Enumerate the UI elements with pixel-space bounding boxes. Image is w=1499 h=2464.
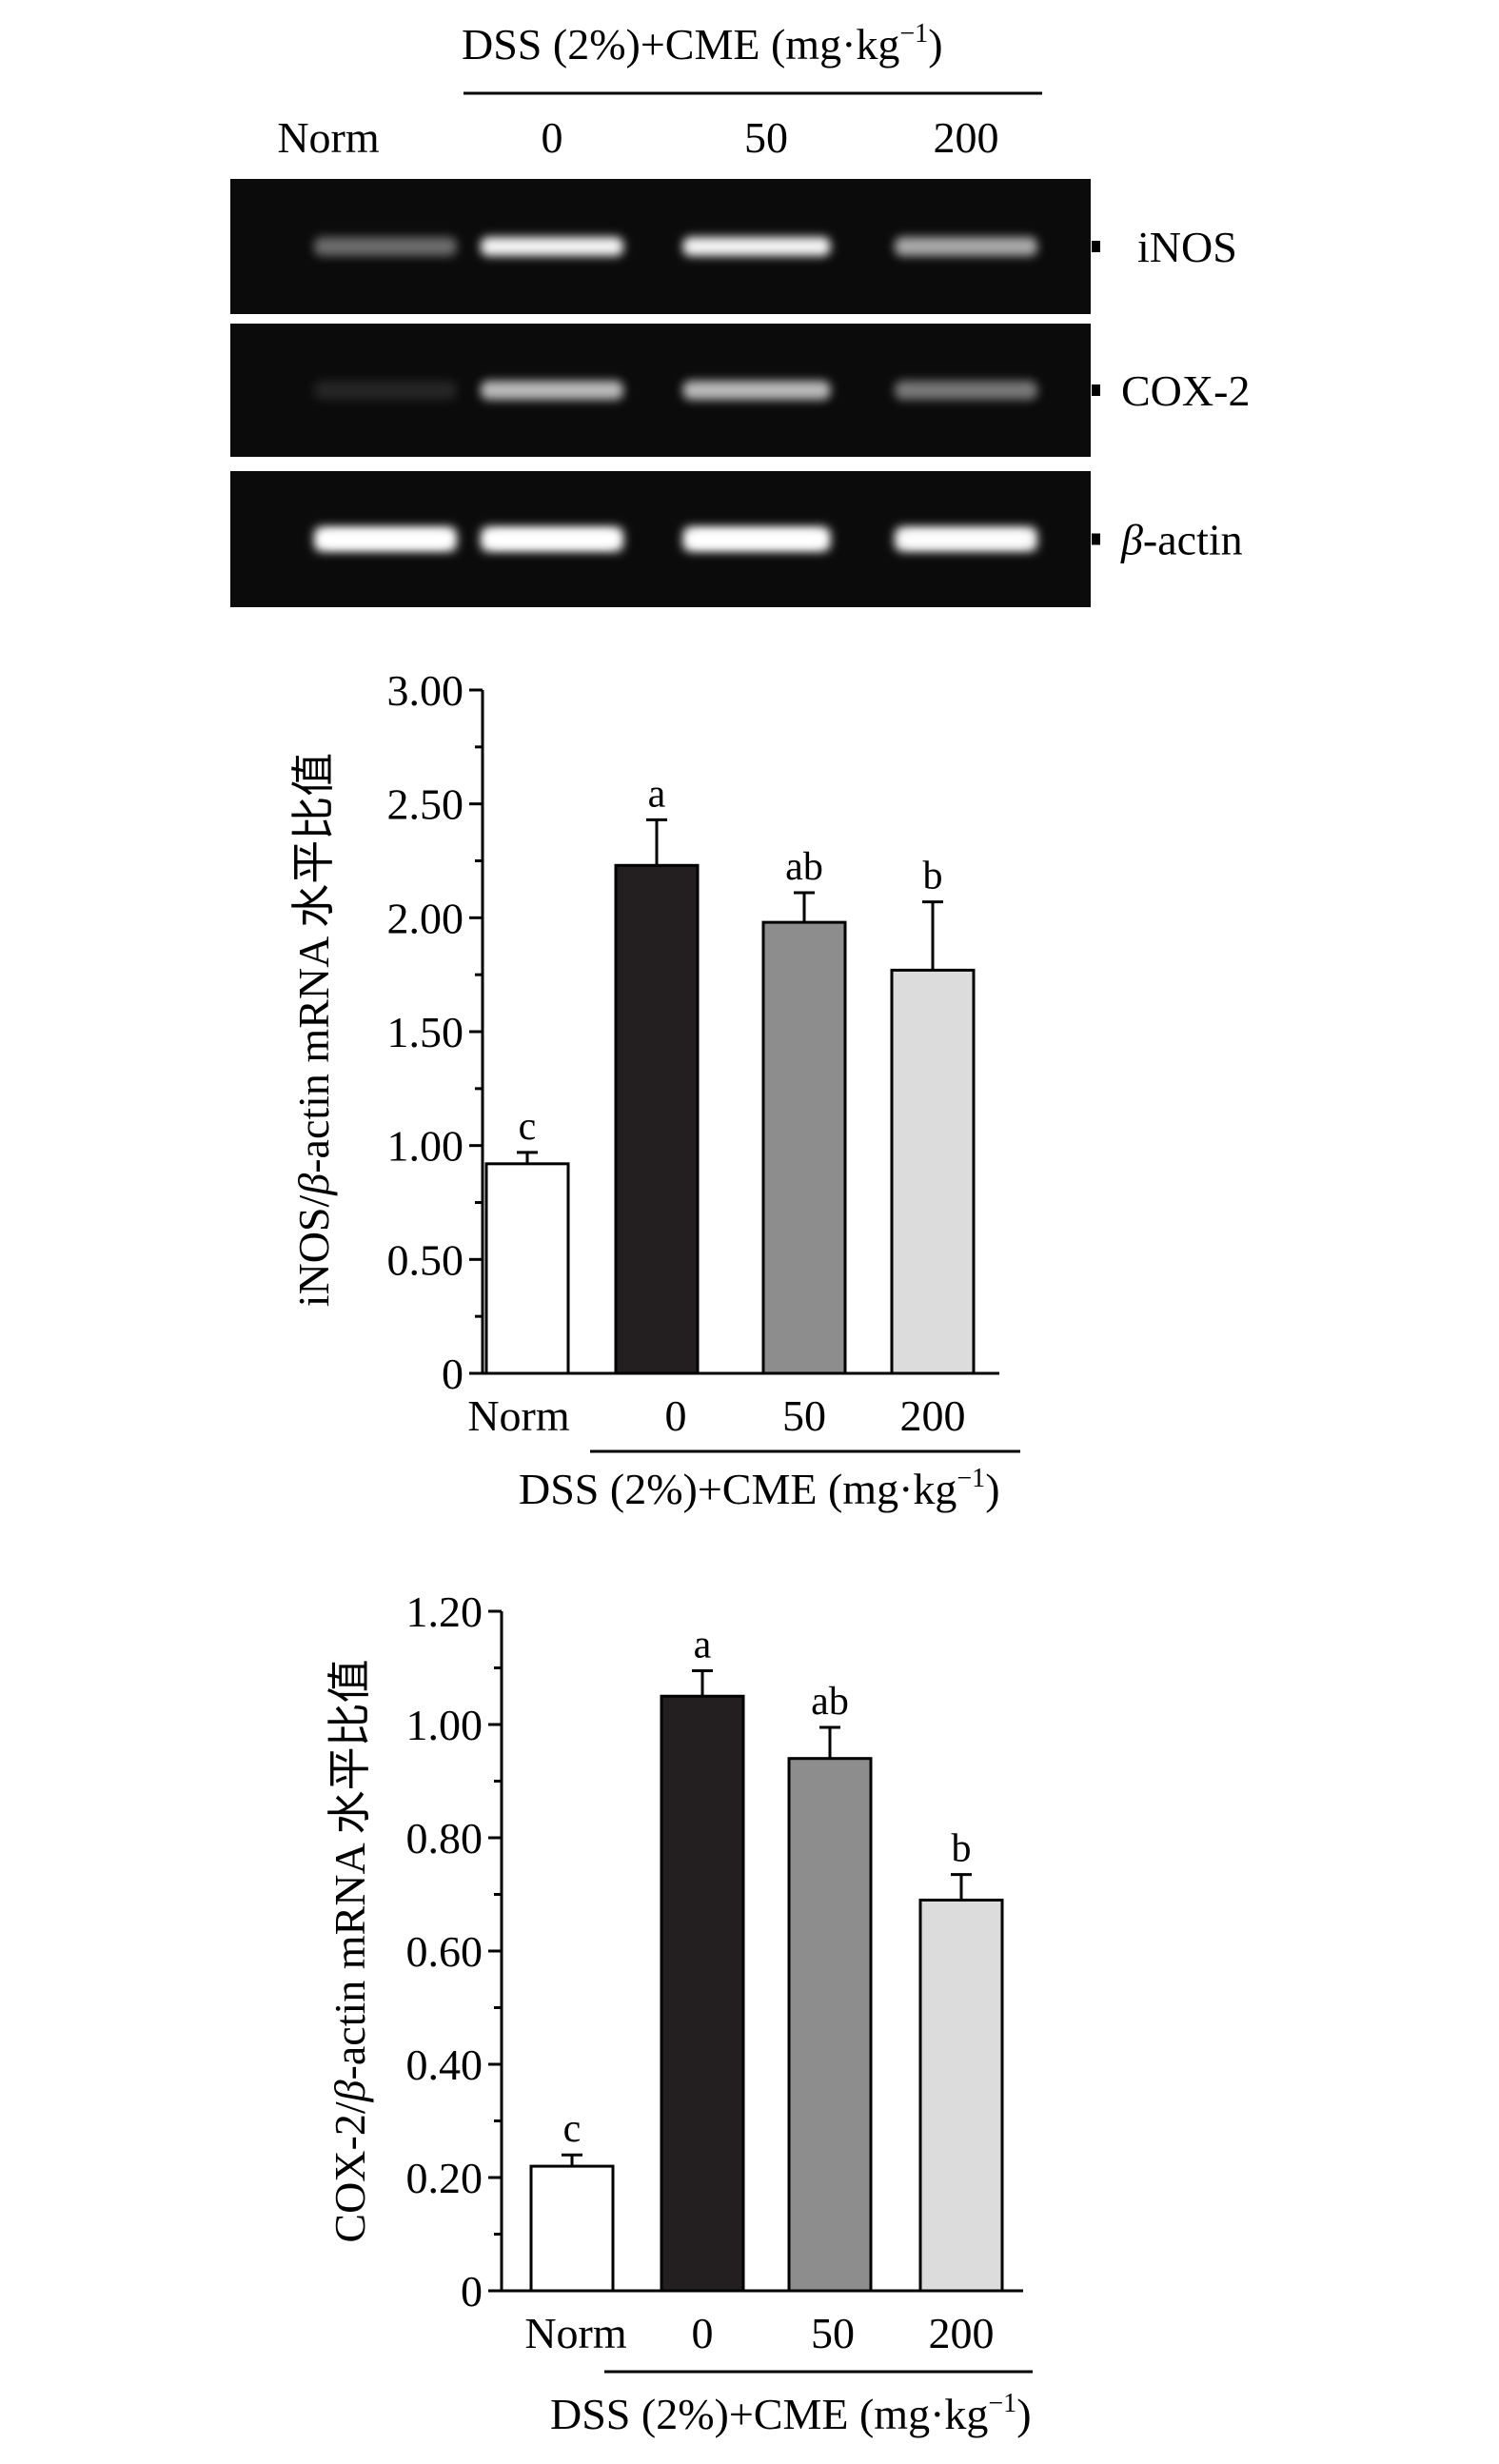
y-tick-label: 3.00 [387, 666, 464, 715]
gel-band [481, 237, 623, 256]
y-tick-label: 2.50 [387, 780, 464, 829]
gel-panel: DSS (2%)+CME (mg·kg−1) Norm 0 50 200 iNOS CO… [230, 19, 1250, 607]
y-axis-label: iNOS/β-actin mRNA 水平比值 [289, 753, 338, 1308]
gel-lane-label: 50 [744, 113, 788, 162]
gel-band [481, 381, 623, 400]
x-tick-label: Norm [467, 1391, 570, 1440]
significance-label: a [648, 772, 666, 816]
significance-label: b [923, 855, 943, 898]
gel-marker [1092, 241, 1100, 252]
x-axis-label: DSS (2%)+CME (mg·kg−1) [519, 1464, 1000, 1513]
gel-band [895, 237, 1037, 256]
gel-marker [1092, 384, 1100, 396]
gel-band-core [904, 532, 1028, 546]
y-tick-label: 0 [461, 2267, 483, 2316]
gel-band [682, 381, 831, 400]
y-axis-label: COX-2/β-actin mRNA 水平比值 [325, 1659, 374, 2242]
x-tick-label: 0 [692, 2309, 714, 2357]
bar [918, 1898, 1004, 2293]
gel-lane-label: Norm [277, 113, 380, 162]
gel-lane-labels: Norm 0 50 200 [277, 113, 998, 162]
x-tick-label: 50 [811, 2309, 855, 2357]
gel-band-label: β-actin [1120, 516, 1243, 564]
gel-band [895, 381, 1037, 400]
y-tick-label: 0.20 [406, 2154, 483, 2202]
gel-band [314, 381, 457, 400]
significance-label: b [952, 1827, 972, 1871]
x-axis-label: DSS (2%)+CME (mg·kg−1) [550, 2389, 1032, 2438]
y-tick-label: 0.50 [387, 1235, 464, 1284]
gel-band-label: COX-2 [1121, 366, 1250, 415]
y-tick-label: 2.00 [387, 894, 464, 942]
significance-label: ab [811, 1680, 849, 1724]
significance-label: a [694, 1623, 712, 1666]
y-tick-label: 0.40 [406, 2040, 483, 2089]
bar [614, 863, 700, 1375]
bar [787, 1757, 873, 2293]
x-tick-label: 200 [900, 1391, 966, 1440]
y-tick-label: 0 [442, 1350, 464, 1398]
bar [761, 920, 847, 1375]
bar [660, 1694, 745, 2293]
bar [529, 2164, 615, 2293]
gel-marker [1092, 533, 1100, 545]
gel-lane-label: 0 [542, 113, 563, 162]
significance-label: ab [785, 845, 823, 889]
bar [484, 1162, 570, 1375]
x-tick-label: Norm [524, 2309, 627, 2357]
gel-strips: iNOS COX-2 β-actin [230, 179, 1250, 607]
y-tick-label: 0.60 [406, 1927, 483, 1976]
y-tick-label: 1.20 [406, 1587, 483, 1636]
y-tick-label: 1.00 [387, 1122, 464, 1171]
x-tick-label: 0 [665, 1391, 687, 1440]
gel-band-core [692, 532, 821, 546]
gel-group-label: DSS (2%)+CME (mg·kg−1) [462, 19, 943, 69]
inos-chart: 0 0.50 1.00 1.50 2.00 2.50 3.00 c Norm a 0 ab 50 b 200… [289, 666, 1020, 1513]
gel-band-core [324, 532, 447, 546]
x-tick-label: 50 [782, 1391, 826, 1440]
gel-band [314, 237, 457, 256]
significance-label: c [563, 2107, 582, 2151]
gel-lane-label: 200 [934, 113, 999, 162]
gel-band-core [490, 532, 614, 546]
gel-band [682, 237, 831, 256]
y-tick-label: 0.80 [406, 1814, 483, 1863]
cox2-chart: 0 0.20 0.40 0.60 0.80 1.00 1.20 c Norm a 0 ab 50 b 200… [325, 1587, 1033, 2438]
y-tick-label: 1.00 [406, 1701, 483, 1749]
y-tick-label: 1.50 [387, 1008, 464, 1056]
significance-label: c [519, 1105, 537, 1149]
x-tick-label: 200 [929, 2309, 995, 2357]
gel-band-label: iNOS [1137, 223, 1237, 271]
bar [890, 968, 976, 1375]
